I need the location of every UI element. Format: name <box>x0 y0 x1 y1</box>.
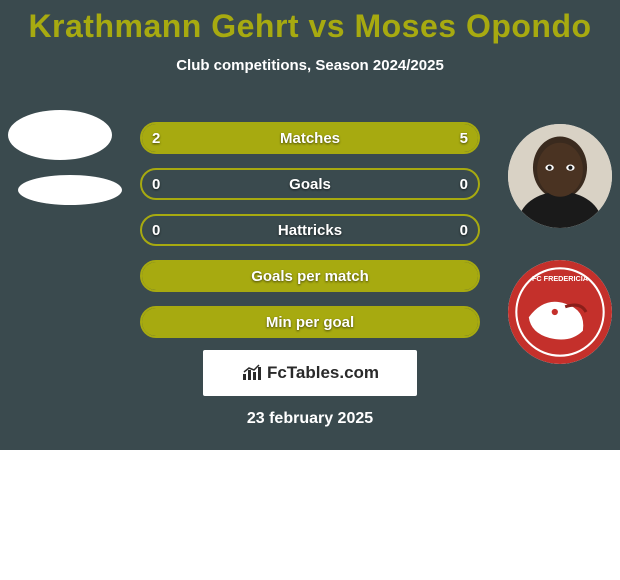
watermark-text: FcTables.com <box>267 363 379 383</box>
bar-row: Hattricks0 0 <box>140 214 480 246</box>
bar-label: Min per goal <box>142 308 478 336</box>
player2-club-badge: FC FREDERICIA <box>508 260 612 364</box>
svg-text:FC FREDERICIA: FC FREDERICIA <box>532 274 589 283</box>
bar-label: Matches <box>142 124 478 152</box>
chart-icon <box>241 364 263 382</box>
bar-row: Min per goal <box>140 306 480 338</box>
bar-value-left: 0 <box>142 216 170 244</box>
comparison-bars: Matches25Goals00Hattricks00Goals per mat… <box>140 122 480 352</box>
comparison-card: Krathmann Gehrt vs Moses Opondo Club com… <box>0 0 620 450</box>
player1-club-placeholder <box>18 175 122 205</box>
bar-row: Goals0 0 <box>140 168 480 200</box>
bar-label: Hattricks <box>142 216 478 244</box>
bar-row: Matches2 5 <box>140 122 480 154</box>
date-text: 23 february 2025 <box>0 410 620 428</box>
bar-label: Goals <box>142 170 478 198</box>
bar-label: Goals per match <box>142 262 478 290</box>
bar-value-right: 0 <box>450 216 478 244</box>
bar-value-left: 0 <box>142 170 170 198</box>
player1-avatar-placeholder <box>8 110 112 160</box>
bar-value-right: 5 <box>450 124 478 152</box>
bar-value-left: 2 <box>142 124 170 152</box>
player2-avatar <box>508 124 612 228</box>
page-subtitle: Club competitions, Season 2024/2025 <box>0 57 620 74</box>
watermark: FcTables.com <box>203 350 417 396</box>
bar-row: Goals per match <box>140 260 480 292</box>
page-title: Krathmann Gehrt vs Moses Opondo <box>0 8 620 45</box>
bar-value-right: 0 <box>450 170 478 198</box>
